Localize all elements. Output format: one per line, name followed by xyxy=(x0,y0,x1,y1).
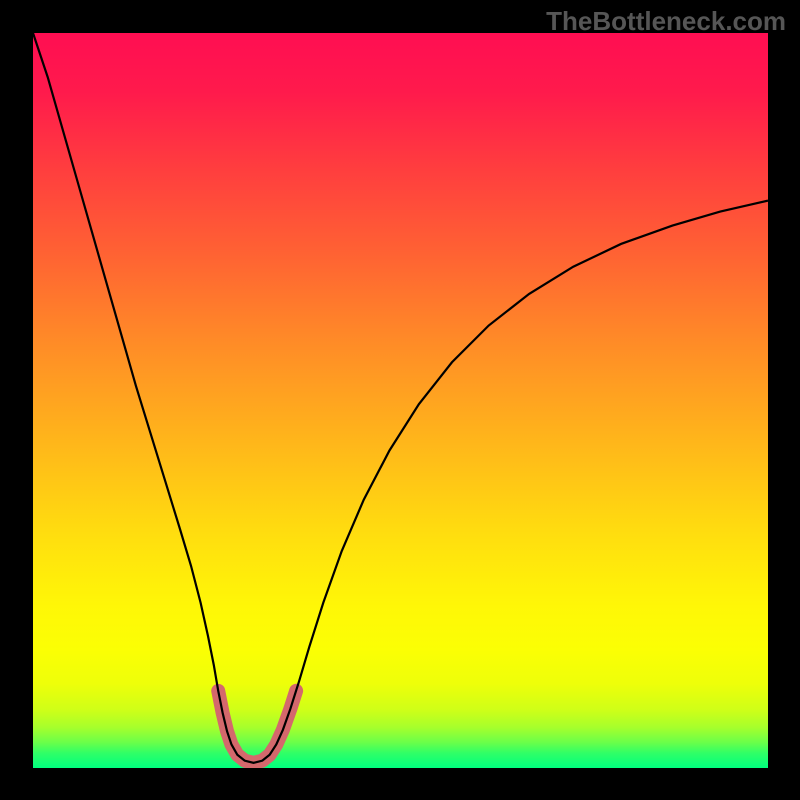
plot-area xyxy=(33,33,768,768)
bottleneck-curve xyxy=(33,33,768,763)
chart-container: TheBottleneck.com xyxy=(0,0,800,800)
curve-layer xyxy=(33,33,768,768)
watermark-text: TheBottleneck.com xyxy=(546,6,786,37)
